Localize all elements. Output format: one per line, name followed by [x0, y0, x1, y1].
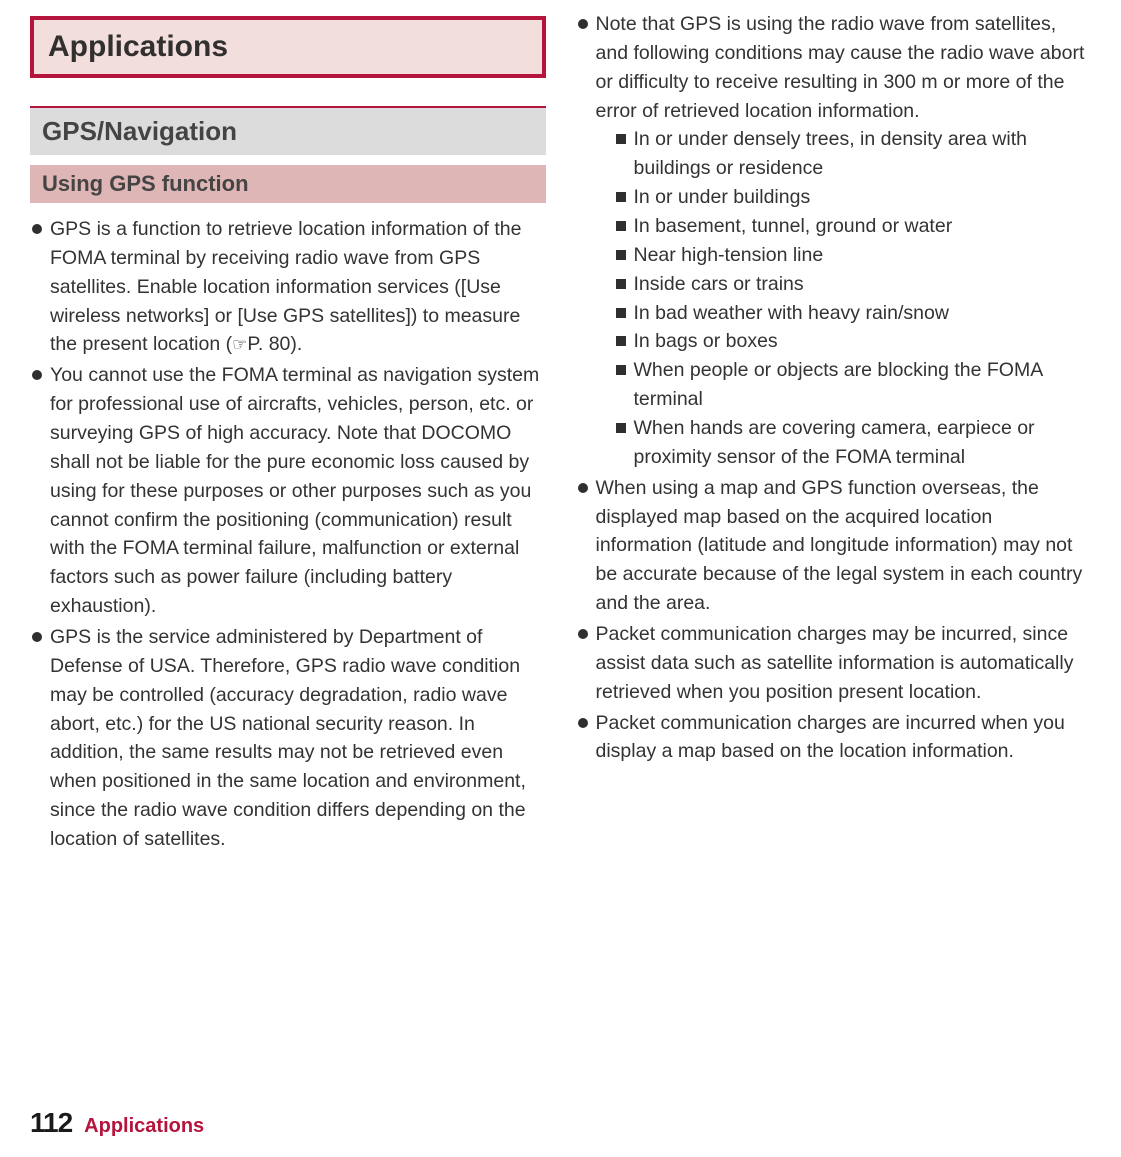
- list-item: GPS is the service administered by Depar…: [30, 623, 546, 854]
- chapter-title: Applications: [48, 30, 528, 64]
- right-bullet-list-top: Note that GPS is using the radio wave fr…: [576, 10, 1092, 766]
- list-item: In basement, tunnel, ground or water: [616, 212, 1092, 241]
- reference-icon: ☞: [232, 332, 247, 357]
- list-item: When hands are covering camera, earpiece…: [616, 414, 1092, 472]
- list-item: GPS is a function to retrieve location i…: [30, 215, 546, 359]
- square-text: Inside cars or trains: [634, 273, 804, 295]
- subsection-heading-text: Using GPS function: [42, 171, 534, 197]
- bullet-text: Note that GPS is using the radio wave fr…: [596, 13, 1085, 122]
- left-column: Applications GPS/Navigation Using GPS fu…: [30, 10, 546, 856]
- list-item: In bad weather with heavy rain/snow: [616, 299, 1092, 328]
- square-text: In basement, tunnel, ground or water: [634, 215, 953, 237]
- list-item: Inside cars or trains: [616, 270, 1092, 299]
- square-text: In bags or boxes: [634, 330, 778, 352]
- bullet-text: Packet communication charges may be incu…: [596, 623, 1074, 703]
- subsection-heading: Using GPS function: [30, 165, 546, 203]
- list-item: In or under buildings: [616, 183, 1092, 212]
- footer-section-label: Applications: [84, 1115, 204, 1138]
- square-sublist: In or under densely trees, in density ar…: [596, 125, 1092, 471]
- square-text: In or under densely trees, in density ar…: [634, 128, 1027, 179]
- left-bullet-list: GPS is a function to retrieve location i…: [30, 215, 546, 854]
- right-column: Note that GPS is using the radio wave fr…: [576, 10, 1092, 856]
- bullet-text-ref: P. 80).: [247, 333, 302, 355]
- square-text: Near high-tension line: [634, 244, 824, 266]
- section-heading: GPS/Navigation: [30, 106, 546, 155]
- bullet-text: GPS is the service administered by Depar…: [50, 626, 526, 850]
- list-item: When using a map and GPS function overse…: [576, 474, 1092, 618]
- page-content: Applications GPS/Navigation Using GPS fu…: [0, 0, 1121, 856]
- list-item: Packet communication charges are incurre…: [576, 709, 1092, 767]
- section-heading-text: GPS/Navigation: [42, 116, 534, 147]
- bullet-text: You cannot use the FOMA terminal as navi…: [50, 364, 539, 617]
- bullet-text: Packet communication charges are incurre…: [596, 712, 1065, 763]
- list-item: You cannot use the FOMA terminal as navi…: [30, 361, 546, 621]
- page-footer: 112 Applications: [30, 1107, 204, 1139]
- bullet-text: When using a map and GPS function overse…: [596, 477, 1083, 614]
- page-number: 112: [30, 1107, 72, 1139]
- list-item: In bags or boxes: [616, 327, 1092, 356]
- square-text: In bad weather with heavy rain/snow: [634, 302, 949, 324]
- list-item: When people or objects are blocking the …: [616, 356, 1092, 414]
- square-text: In or under buildings: [634, 186, 811, 208]
- list-item: Near high-tension line: [616, 241, 1092, 270]
- square-text: When people or objects are blocking the …: [634, 359, 1043, 410]
- square-text: When hands are covering camera, earpiece…: [634, 417, 1035, 468]
- list-item: Note that GPS is using the radio wave fr…: [576, 10, 1092, 472]
- list-item: Packet communication charges may be incu…: [576, 620, 1092, 707]
- chapter-title-box: Applications: [30, 16, 546, 78]
- list-item: In or under densely trees, in density ar…: [616, 125, 1092, 183]
